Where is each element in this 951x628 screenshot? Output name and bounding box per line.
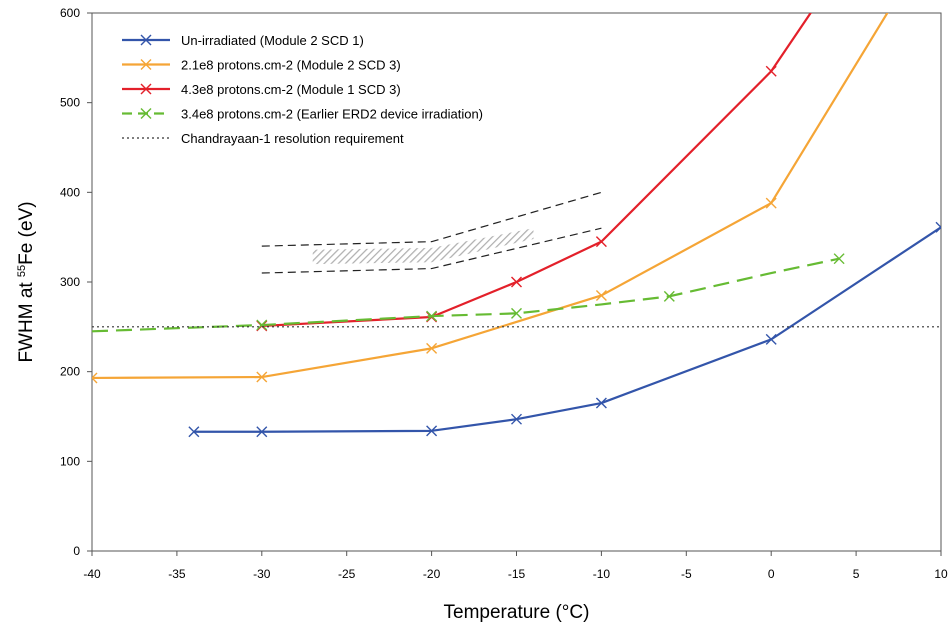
y-axis-title-superscript: 55 [16, 265, 28, 277]
series-1-point [935, 221, 941, 233]
x-tick-label: -15 [508, 567, 526, 581]
series-3-point [765, 65, 777, 77]
x-tick-label: -10 [593, 567, 611, 581]
x-axis-title: Temperature (°C) [444, 602, 590, 623]
series-3-line [261, 13, 812, 328]
x-tick-label: 0 [768, 567, 775, 581]
series-1 [188, 221, 941, 438]
legend-label: 3.4e8 protons.cm-2 (Earlier ERD2 device … [181, 107, 483, 122]
x-tick-label: -30 [253, 567, 271, 581]
x-tick-label: -5 [681, 567, 692, 581]
x-tick-label: -25 [338, 567, 356, 581]
series-4-point [426, 310, 438, 322]
legend-entry-3: 4.3e8 protons.cm-2 (Module 1 SCD 3) [122, 82, 401, 97]
series-4-line [92, 257, 840, 333]
legend-entry-2: 2.1e8 protons.cm-2 (Module 2 SCD 3) [122, 58, 401, 73]
series-1-point [188, 426, 200, 438]
x-tick-label: 10 [934, 567, 948, 581]
series-4-point [663, 290, 675, 302]
legend-label: Chandrayaan-1 resolution requirement [181, 131, 404, 146]
series-3-point [595, 236, 607, 248]
y-tick-label: 400 [60, 185, 80, 199]
legend-label: Un-irradiated (Module 2 SCD 1) [181, 33, 364, 48]
series-1-point [256, 426, 268, 438]
series-2 [92, 13, 889, 384]
series-2-point [595, 289, 607, 301]
series-3-point [511, 276, 522, 288]
series-layer [92, 13, 941, 438]
series-2-point [256, 371, 268, 383]
series-4-point [833, 253, 845, 265]
y-tick-label: 500 [60, 96, 80, 110]
y-axis-title-part-1: FWHM at [16, 277, 37, 363]
band-upper-line [261, 191, 602, 247]
legend-label: 4.3e8 protons.cm-2 (Module 1 SCD 3) [181, 82, 401, 97]
x-tick-label: 5 [853, 567, 860, 581]
y-tick-label: 0 [73, 544, 80, 558]
series-4-point [511, 307, 522, 319]
legend-entry-5: Chandrayaan-1 resolution requirement [122, 131, 404, 146]
y-tick-label: 200 [60, 365, 80, 379]
hatched-band [312, 228, 534, 265]
series-1-point [426, 425, 438, 437]
x-tick-label: -35 [168, 567, 186, 581]
x-tick-label: -20 [423, 567, 441, 581]
legend-label: 2.1e8 protons.cm-2 (Module 2 SCD 3) [181, 58, 401, 73]
series-1-point [595, 397, 607, 409]
series-2-point [765, 197, 777, 209]
series-2-point [426, 342, 438, 354]
annotation-layer [261, 191, 602, 274]
legend-entry-4: 3.4e8 protons.cm-2 (Earlier ERD2 device … [122, 107, 483, 122]
y-tick-label: 100 [60, 454, 80, 468]
series-1-point [511, 413, 522, 425]
band-lower-line [261, 227, 602, 274]
y-axis-title: FWHM at 55Fe (eV) [16, 201, 37, 362]
legend-entry-1: Un-irradiated (Module 2 SCD 1) [122, 33, 364, 48]
series-4 [92, 253, 845, 333]
x-tick-label: -40 [83, 567, 101, 581]
y-tick-label: 300 [60, 275, 80, 289]
series-1-point [765, 333, 777, 345]
legend: Un-irradiated (Module 2 SCD 1) 2.1e8 prot… [122, 33, 483, 146]
series-4-point [256, 319, 268, 331]
series-2-line [92, 13, 889, 380]
series-2-point [92, 372, 98, 384]
y-axis-title-part-2: Fe (eV) [16, 201, 37, 264]
y-tick-label: 600 [60, 6, 80, 20]
